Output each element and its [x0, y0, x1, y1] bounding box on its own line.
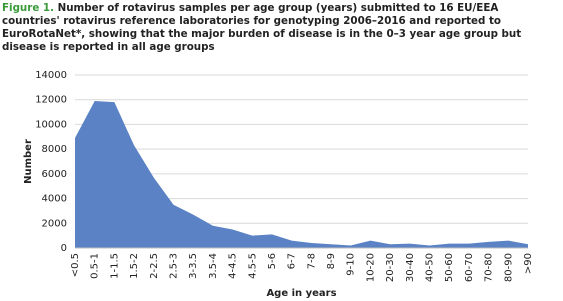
y-tick-label: 8000 [42, 144, 67, 155]
x-tick-label: 1.5-2 [129, 253, 140, 279]
x-tick-label: 9-10 [346, 253, 357, 276]
x-tick-label: 50-60 [444, 253, 455, 282]
figure-label: Figure 1. [2, 2, 54, 14]
x-tick-label: 3.5-4 [208, 253, 219, 279]
y-tick-label: 0 [61, 243, 67, 254]
x-tick-label: 2.5-3 [168, 253, 179, 279]
x-tick-label: 60-70 [464, 253, 475, 282]
x-tick-label: 4.5-5 [247, 253, 258, 279]
x-tick-label: 5-6 [267, 253, 278, 269]
x-tick-label: 10-20 [365, 253, 376, 282]
title-text: Number of rotavirus samples per age grou… [2, 2, 522, 53]
x-tick-label: 40-50 [425, 253, 436, 282]
y-tick-label: 4000 [42, 194, 67, 205]
x-tick-label: 8-9 [326, 253, 337, 269]
x-axis-label: Age in years [266, 288, 336, 299]
y-axis-label: Number [23, 139, 34, 184]
x-tick-label: 3-3.5 [188, 253, 199, 279]
chart-title: Figure 1. Number of rotavirus samples pe… [2, 2, 558, 54]
x-tick-label: 7-8 [306, 253, 317, 269]
x-tick-label: 70-80 [484, 253, 495, 282]
x-tick-label: 30-40 [405, 253, 416, 282]
x-tick-label: 2-2.5 [149, 253, 160, 279]
x-tick-label: 0.5-1 [90, 253, 101, 279]
x-tick-label: 6-7 [287, 253, 298, 269]
y-tick-label: 10000 [35, 119, 67, 130]
x-tick-label: 1-1.5 [109, 253, 120, 279]
area [75, 100, 528, 248]
x-tick-label: 4-4.5 [228, 253, 239, 279]
y-tick-label: 12000 [35, 95, 67, 106]
x-tick-label: 20-30 [385, 253, 396, 282]
y-tick-label: 2000 [42, 218, 67, 229]
x-tick-label: 80-90 [503, 253, 514, 282]
y-tick-label: 14000 [35, 70, 67, 81]
x-tick-label: >90 [523, 253, 534, 274]
x-tick-label: <0.5 [70, 253, 81, 277]
y-tick-label: 6000 [42, 169, 67, 180]
